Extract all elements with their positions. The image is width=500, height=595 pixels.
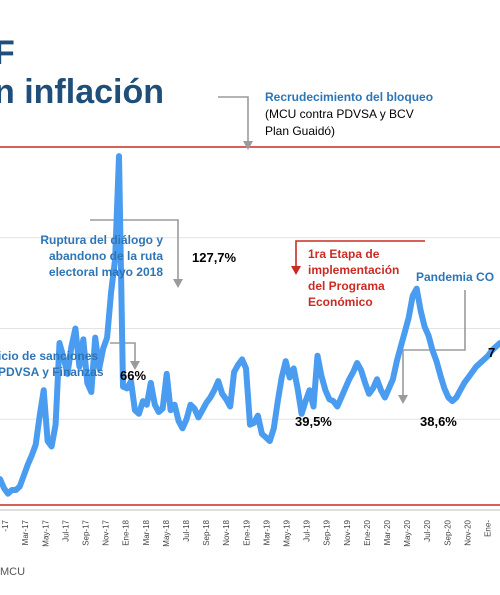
- x-tick-label: Nov-18: [222, 519, 231, 545]
- x-tick-label: Ene-18: [122, 519, 131, 545]
- x-tick-label: Ene-20: [363, 519, 372, 545]
- leader-line-sanciones: [110, 342, 136, 363]
- x-tick-label: Ene-19: [242, 519, 251, 545]
- annotation-sanciones-line-2: PDVSA y Finanzas: [0, 365, 104, 379]
- annotation-pandemia-line-1: Pandemia CO: [416, 270, 494, 284]
- x-tick-label: Jul-20: [423, 519, 432, 541]
- annotation-programa-line-3: del Programa: [308, 279, 385, 293]
- annotation-sanciones-line-1: icio de sanciones: [0, 349, 98, 363]
- x-tick-label: Mar-17: [21, 519, 30, 545]
- annotation-dialogo-line-2: abandono de la ruta: [49, 249, 163, 263]
- annotation-dialogo-line-1: Ruptura del diálogo y: [40, 233, 163, 247]
- x-tick-label: Jul-18: [182, 519, 191, 541]
- arrow-head-dialogo: [173, 279, 183, 288]
- x-tick-label: May-18: [162, 519, 171, 546]
- x-tick-label: May-17: [41, 519, 50, 546]
- annotation-programa-line-1: 1ra Etapa de: [308, 247, 380, 261]
- leader-line-programa: [295, 240, 425, 268]
- arrow-head-sanciones: [130, 361, 140, 370]
- x-tick-label: Mar-19: [262, 519, 271, 545]
- x-tick-label: Nov-17: [102, 519, 111, 545]
- annotation-programa-line-4: Económico: [308, 295, 373, 309]
- x-tick-label: Nov-19: [343, 519, 352, 545]
- annotation-bloqueo-line-1: (MCU contra PDVSA y BCV: [265, 107, 414, 121]
- footer-source: MCU: [0, 566, 26, 578]
- x-tick-label: Mar-18: [142, 519, 151, 545]
- page-title-fragment-2: n inflación: [0, 73, 164, 111]
- leader-line-bloqueo: [218, 96, 249, 143]
- series-line-inflation: [0, 153, 500, 497]
- x-tick-label: Nov-20: [463, 519, 472, 545]
- annotation-programa-line-2: implementación: [308, 263, 399, 277]
- annotation-bloqueo-line-2: Plan Guaidó): [265, 124, 335, 138]
- data-label-38: 38,6%: [420, 414, 457, 429]
- data-label-66: 66%: [120, 368, 146, 383]
- arrow-head-programa: [291, 266, 301, 275]
- x-tick-label: Ene-: [484, 520, 493, 537]
- x-tick-label: Mar-20: [383, 519, 392, 545]
- x-tick-label: Sep-20: [443, 519, 452, 545]
- data-label-127: 127,7%: [192, 250, 237, 265]
- x-tick-label: -17: [1, 519, 10, 531]
- x-tick-label: Jul-19: [303, 519, 312, 541]
- data-label-39: 39,5%: [295, 414, 332, 429]
- x-tick-label: May-20: [403, 519, 412, 546]
- x-tick-label: Jul-17: [61, 519, 70, 541]
- x-tick-label: Sep-18: [202, 519, 211, 545]
- arrow-head-bloqueo: [243, 141, 253, 150]
- annotation-dialogo-line-3: electoral mayo 2018: [49, 265, 163, 279]
- x-tick-label: May-19: [283, 519, 292, 546]
- x-tick-label: Sep-17: [82, 519, 91, 545]
- x-tick-label: Sep-19: [323, 519, 332, 545]
- annotation-bloqueo-heading: Recrudecimiento del bloqueo: [265, 90, 433, 104]
- data-label-7x: 7: [488, 345, 495, 360]
- page-title-fragment-1: F: [0, 34, 15, 72]
- arrow-head-pandemia: [398, 395, 408, 404]
- x-tick-labels: -17 Mar-17 May-17 Jul-17 Sep-17 Nov-17 Ene-18 M…: [1, 519, 492, 546]
